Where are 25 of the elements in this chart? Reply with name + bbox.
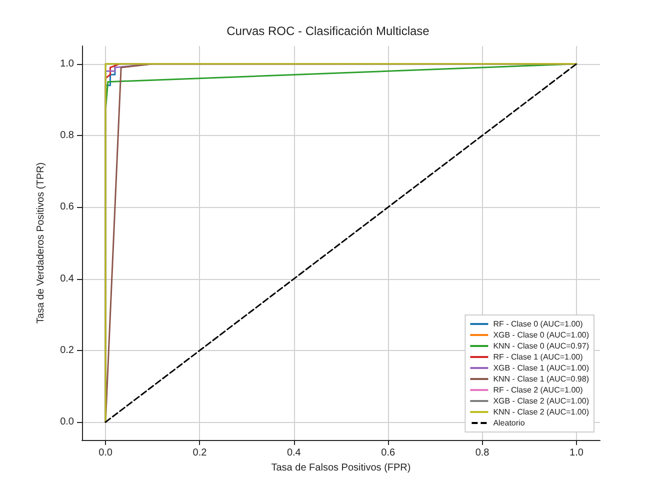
- legend-label: RF - Clase 0 (AUC=1.00): [493, 320, 584, 328]
- x-tick-label: 0.2: [192, 448, 208, 458]
- legend-label: Aleatorio: [493, 418, 526, 428]
- legend-label: XGB - Clase 2 (AUC=1.00): [493, 396, 590, 406]
- x-tick-label: 0.8: [475, 448, 490, 458]
- legend-label: XGB - Clase 1 (AUC=1.00): [493, 364, 590, 372]
- x-axis-title: Tasa de Falsos Positivos (FPR): [271, 462, 411, 474]
- legend-label: KNN - Clase 0 (AUC=0.97): [493, 342, 590, 350]
- chart-title: Curvas ROC - Clasificación Multiclase: [226, 24, 430, 38]
- y-tick-label: 1.0: [60, 58, 74, 70]
- legend-label: KNN - Clase 2 (AUC=1.00): [493, 408, 590, 416]
- y-tick-label: 0.0: [60, 416, 74, 428]
- y-tick-label: 0.4: [60, 273, 74, 284]
- x-tick-label: 0.4: [286, 448, 302, 458]
- x-tick-label: 0.0: [98, 448, 113, 458]
- legend-label: RF - Clase 2 (AUC=1.00): [493, 386, 584, 394]
- legend-label: KNN - Clase 1 (AUC=0.98): [493, 374, 590, 384]
- legend-label: RF - Clase 1 (AUC=1.00): [493, 352, 584, 362]
- x-tick-label: 1.0: [570, 448, 584, 458]
- y-axis-title: Tasa de Verdaderos Positivos (TPR): [36, 162, 46, 324]
- x-tick-label: 0.6: [381, 448, 396, 458]
- legend-label: XGB - Clase 0 (AUC=1.00): [493, 330, 590, 340]
- y-tick-label: 0.2: [60, 344, 74, 356]
- y-tick-label: 0.8: [60, 130, 74, 142]
- y-tick-label: 0.6: [60, 202, 74, 213]
